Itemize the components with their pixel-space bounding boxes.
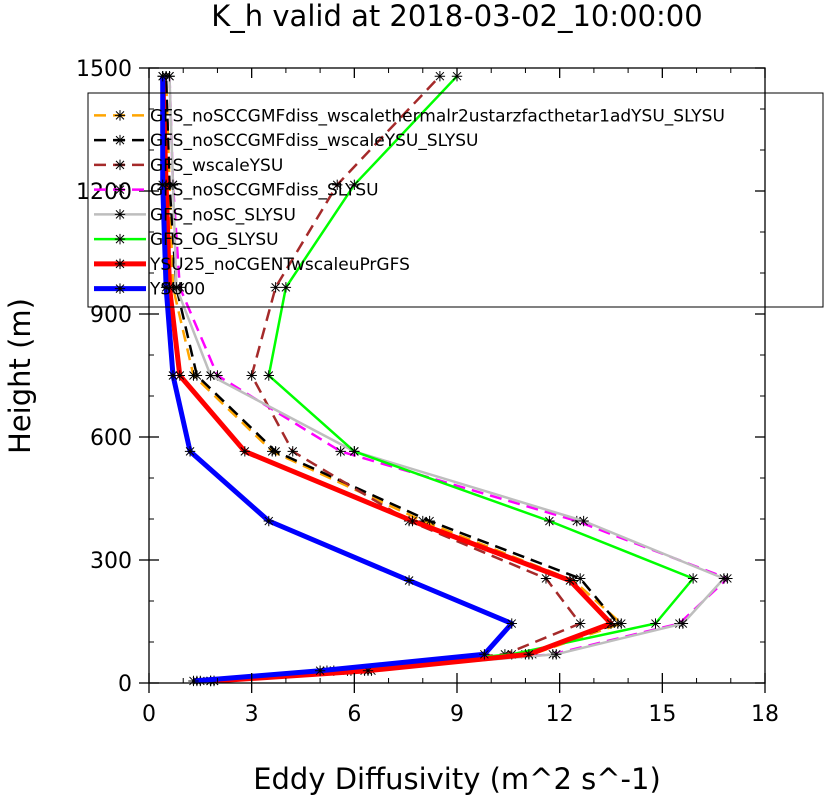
legend-label: GFS_OG_SLYSU	[150, 230, 279, 250]
data-point	[188, 675, 199, 687]
data-point	[434, 71, 446, 82]
legend: GFS_noSCCGMFdiss_wscalethermalr2ustarzfa…	[87, 92, 824, 308]
data-point	[575, 573, 586, 584]
data-point	[270, 446, 281, 457]
data-point	[677, 618, 689, 629]
legend-label: GFS_noSCCGMFdiss_SLYSU	[150, 181, 379, 201]
data-point	[551, 649, 562, 660]
legend-marker	[114, 110, 126, 121]
x-tick-label: 15	[648, 702, 676, 727]
legend-marker	[114, 233, 126, 245]
data-point	[191, 370, 203, 381]
data-point	[184, 446, 196, 457]
data-point	[314, 665, 326, 676]
data-point	[239, 446, 251, 457]
data-point	[612, 618, 624, 629]
data-point	[687, 573, 699, 584]
data-point	[167, 179, 179, 191]
data-point	[171, 282, 182, 293]
data-point	[205, 370, 216, 381]
data-point	[164, 71, 175, 82]
data-point	[424, 515, 435, 527]
data-point	[479, 649, 490, 660]
data-point	[407, 515, 418, 527]
legend-label: GFS_noSCCGMFdiss_wscaleYSU_SLYSU	[150, 131, 478, 151]
data-point	[417, 515, 428, 527]
legend-marker	[114, 258, 126, 270]
y-tick-label: 300	[90, 549, 132, 574]
data-point	[575, 618, 586, 629]
data-point	[349, 446, 360, 457]
data-point	[263, 370, 274, 381]
data-point	[718, 573, 730, 584]
data-point	[564, 575, 576, 586]
data-point	[157, 71, 168, 82]
y-tick-label: 600	[90, 426, 132, 451]
data-point	[212, 370, 223, 381]
data-point	[523, 649, 535, 660]
legend-marker	[114, 134, 126, 146]
y-tick-label: 1200	[76, 180, 132, 205]
legend-marker	[114, 209, 126, 220]
data-point	[506, 618, 517, 629]
data-point	[544, 515, 555, 527]
data-point	[246, 370, 257, 381]
data-point	[270, 282, 281, 293]
legend-entry: YSU25_noCGENTwscaleuPrGFS	[94, 255, 410, 275]
data-point	[174, 370, 185, 381]
legend-entry: YSU00	[94, 280, 205, 300]
legend-label: GFS_noSCCGMFdiss_wscalethermalr2ustarzfa…	[150, 106, 725, 126]
data-point	[540, 573, 552, 584]
legend-marker	[114, 184, 126, 195]
legend-label: YSU25_noCGENTwscaleuPrGFS	[149, 255, 410, 275]
series-7	[157, 71, 517, 687]
data-point	[160, 282, 172, 293]
legend-entry: GFS_noSCCGMFdiss_SLYSU	[94, 181, 379, 201]
x-tick-label: 18	[751, 702, 779, 727]
x-tick-label: 6	[347, 702, 361, 727]
x-tick-label: 9	[450, 702, 464, 727]
data-point	[403, 575, 415, 586]
chart-title: K_h valid at 2018-03-02_10:00:00	[211, 0, 702, 33]
data-point	[263, 515, 274, 527]
legend-label: GFS_wscaleYSU	[150, 156, 283, 176]
data-point	[349, 179, 360, 191]
x-tick-label: 0	[142, 702, 156, 727]
data-point	[578, 515, 589, 527]
y-tick-label: 1500	[76, 57, 132, 82]
y-axis-label: Height (m)	[3, 298, 37, 454]
legend-entry: GFS_noSC_SLYSU	[94, 205, 296, 225]
data-point	[332, 179, 343, 191]
data-point	[335, 446, 346, 457]
legend-label: YSU00	[149, 280, 205, 300]
legend-entry: GFS_noSCCGMFdiss_wscalethermalr2ustarzfa…	[94, 106, 725, 126]
data-point	[280, 282, 292, 293]
data-point	[650, 618, 661, 629]
legend-marker	[114, 159, 126, 171]
data-point	[167, 370, 179, 381]
data-point	[287, 446, 298, 457]
legend-entry: GFS_wscaleYSU	[94, 156, 283, 176]
x-axis-label: Eddy Diffusivity (m^2 s^-1)	[253, 762, 661, 796]
data-point	[571, 515, 582, 527]
legend-marker	[114, 283, 126, 294]
legend-entry: GFS_noSCCGMFdiss_wscaleYSU_SLYSU	[94, 131, 478, 151]
y-tick-label: 0	[118, 672, 132, 697]
legend-box	[87, 92, 824, 308]
legend-entry: GFS_OG_SLYSU	[94, 230, 279, 250]
x-tick-label: 12	[546, 702, 574, 727]
plot-area	[157, 71, 733, 687]
data-point	[605, 618, 617, 629]
data-point	[157, 179, 168, 191]
legend-label: GFS_noSC_SLYSU	[150, 205, 296, 225]
x-tick-label: 3	[245, 702, 259, 727]
data-point	[362, 665, 374, 676]
